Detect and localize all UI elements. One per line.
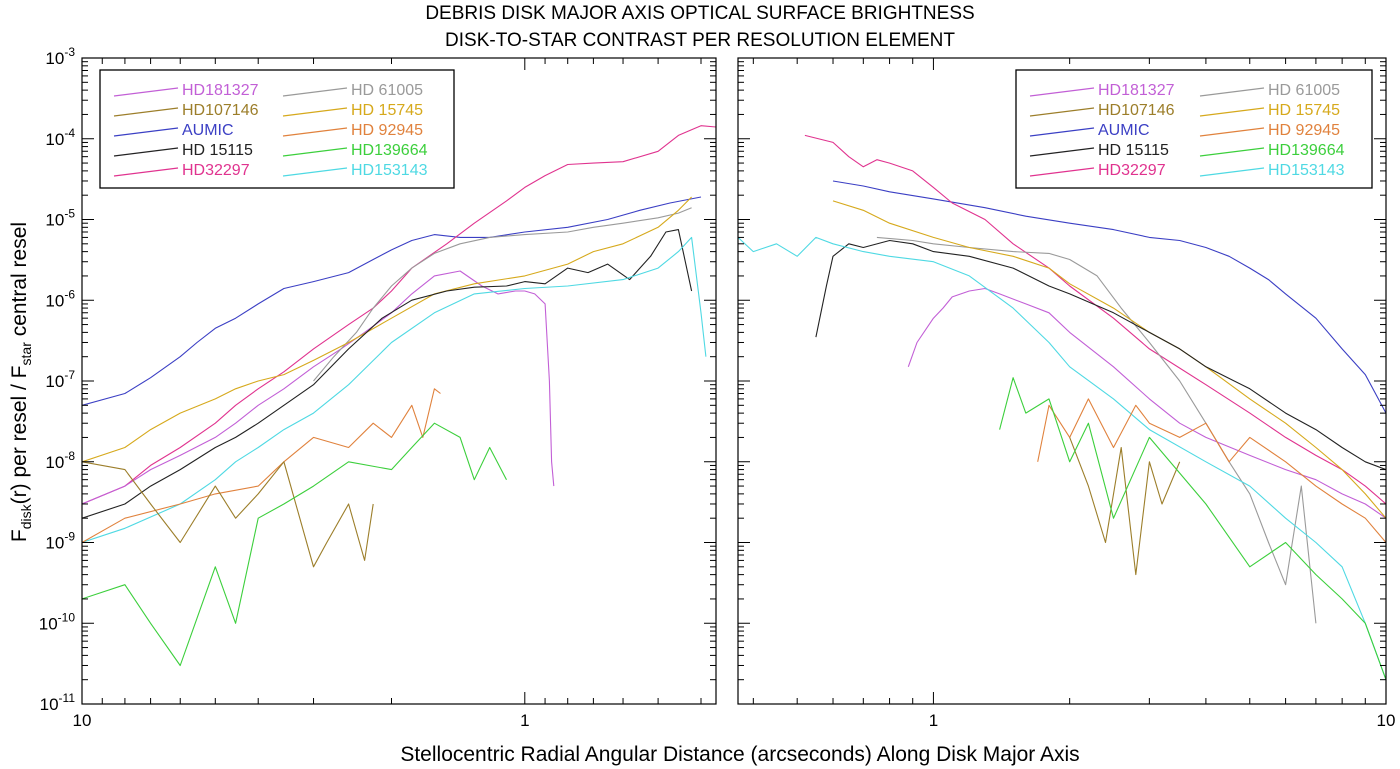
left-legend-label: HD 92945 bbox=[351, 122, 423, 139]
left-series-line-hd92945 bbox=[82, 388, 441, 543]
left-series-line-hd15745 bbox=[82, 196, 692, 463]
right-legend-swatch bbox=[1029, 167, 1095, 177]
left-legend-swatch bbox=[113, 107, 179, 117]
y-tick-label: 10-5 bbox=[45, 207, 75, 230]
y-tick-label: 10-3 bbox=[45, 45, 75, 68]
right-legend-label: AUMIC bbox=[1098, 122, 1150, 139]
y-tick-label: 10-9 bbox=[45, 530, 75, 553]
y-tick-label: 10-7 bbox=[45, 368, 75, 391]
right-series-line-hd92945 bbox=[1037, 398, 1386, 543]
right-series-line-hd15745 bbox=[832, 200, 1386, 519]
y-tick-label: 10-11 bbox=[40, 691, 76, 714]
left-legend-label: HD181327 bbox=[182, 82, 259, 99]
left-legend-label: HD32297 bbox=[182, 162, 250, 179]
figure-title-line-1: DEBRIS DISK MAJOR AXIS OPTICAL SURFACE B… bbox=[425, 3, 974, 24]
y-tick-label: 10-8 bbox=[45, 449, 75, 472]
left-legend: HD181327 HD107146 AUMIC HD 15115 HD32297 HD 6… bbox=[99, 69, 455, 189]
left-series-line-hd61005 bbox=[313, 207, 692, 382]
y-axis-label: Fdisk(r) per resel / Fstar central resel bbox=[8, 222, 34, 542]
left-series-line-aumic bbox=[82, 196, 702, 406]
left-series-line-hd153143 bbox=[82, 236, 707, 544]
right-series-line-hd139664 bbox=[999, 377, 1386, 680]
y-tick-label: 10-6 bbox=[45, 287, 75, 310]
right-legend-swatch bbox=[1029, 87, 1095, 97]
right-legend-label: HD139664 bbox=[1268, 142, 1345, 159]
right-legend-swatch bbox=[1199, 167, 1265, 177]
right-legend-swatch bbox=[1199, 127, 1265, 137]
left-panel: 10 1 10-3 10-4 10-5 10-6 10-7 10-8 10-9 10-10 10-1… bbox=[39, 45, 717, 730]
left-x-tick-label: 10 bbox=[73, 711, 92, 730]
right-legend-label: HD32297 bbox=[1098, 162, 1166, 179]
y-tick-label: 10-10 bbox=[39, 610, 76, 633]
right-legend-label: HD 15745 bbox=[1268, 102, 1340, 119]
left-legend-label: AUMIC bbox=[182, 122, 234, 139]
right-legend-swatch bbox=[1199, 107, 1265, 117]
left-legend-swatch bbox=[113, 87, 179, 97]
left-legend-label: HD 15745 bbox=[351, 102, 423, 119]
right-x-tick-label: 10 bbox=[1377, 711, 1396, 730]
right-legend-swatch bbox=[1199, 87, 1265, 97]
left-legend-box bbox=[99, 69, 455, 189]
left-legend-swatch bbox=[282, 167, 348, 177]
right-legend-label: HD181327 bbox=[1098, 82, 1175, 99]
y-tick-label: 10-4 bbox=[45, 126, 75, 149]
right-series-group bbox=[738, 134, 1386, 680]
right-legend-label: HD107146 bbox=[1098, 102, 1175, 119]
left-legend-label: HD 61005 bbox=[351, 82, 423, 99]
left-x-tick-label: 1 bbox=[520, 711, 529, 730]
left-legend-label: HD107146 bbox=[182, 102, 259, 119]
left-legend-swatch bbox=[113, 147, 179, 157]
left-legend-label: HD153143 bbox=[351, 162, 428, 179]
left-legend-swatch bbox=[113, 167, 179, 177]
right-series-line-hd181327 bbox=[907, 287, 1386, 519]
right-series-line-hd15115 bbox=[815, 239, 1386, 471]
right-legend-label: HD 61005 bbox=[1268, 82, 1340, 99]
left-legend-swatch bbox=[282, 107, 348, 117]
left-legend-swatch bbox=[282, 147, 348, 157]
left-legend-swatch bbox=[113, 127, 179, 137]
left-series-line-hd139664 bbox=[82, 422, 507, 667]
left-legend-label: HD 15115 bbox=[182, 142, 253, 159]
right-series-line-aumic bbox=[832, 180, 1386, 414]
right-legend-swatch bbox=[1029, 127, 1095, 137]
left-series-line-hd15115 bbox=[82, 229, 693, 519]
right-legend-label: HD 92945 bbox=[1268, 122, 1340, 139]
left-legend-swatch bbox=[282, 87, 348, 97]
right-legend-swatch bbox=[1199, 147, 1265, 157]
right-series-line-hd32297 bbox=[804, 134, 1386, 505]
left-series-line-hd181327 bbox=[82, 270, 555, 505]
right-series-line-hd107146 bbox=[1069, 437, 1181, 576]
left-legend-label: HD139664 bbox=[351, 142, 428, 159]
right-series-line-hd153143 bbox=[738, 236, 1386, 680]
right-legend-label: HD 15115 bbox=[1098, 142, 1169, 159]
left-series-group bbox=[82, 125, 716, 667]
right-legend: HD181327 HD107146 AUMIC HD 15115 HD32297 HD 6… bbox=[1015, 69, 1373, 189]
right-legend-box bbox=[1015, 69, 1373, 189]
left-series-line-hd107146 bbox=[82, 461, 374, 568]
right-legend-swatch bbox=[1029, 147, 1095, 157]
figure-title-line-2: DISK-TO-STAR CONTRAST PER RESOLUTION ELE… bbox=[445, 30, 955, 51]
right-x-tick-label: 1 bbox=[929, 711, 938, 730]
right-legend-label: HD153143 bbox=[1268, 162, 1345, 179]
right-series-line-hd61005 bbox=[876, 236, 1317, 624]
left-legend-swatch bbox=[282, 127, 348, 137]
x-axis-label: Stellocentric Radial Angular Distance (a… bbox=[400, 743, 1079, 766]
right-legend-swatch bbox=[1029, 107, 1095, 117]
